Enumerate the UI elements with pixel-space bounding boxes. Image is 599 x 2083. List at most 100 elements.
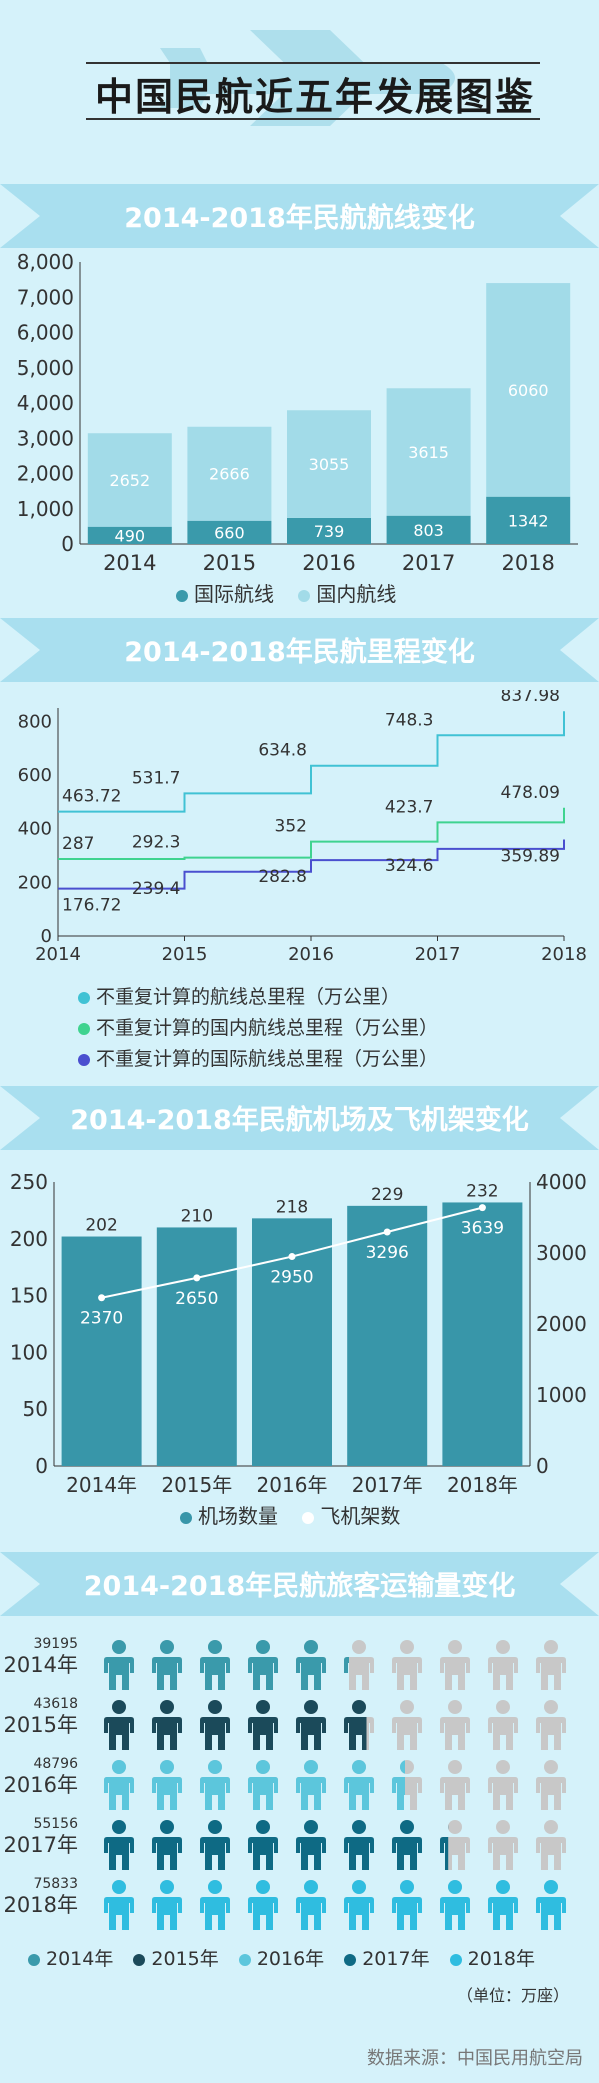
- series-line-1: [58, 807, 565, 861]
- x-tick-label: 2018年: [447, 1473, 518, 1497]
- section-header-mileage: 2014-2018年民航里程变化: [0, 614, 599, 686]
- person-icon-filled: [344, 1820, 374, 1870]
- person-icon-filled: [200, 1640, 230, 1690]
- person-icon-filled: [104, 1640, 134, 1690]
- data-label: 423.7: [385, 797, 434, 817]
- legend-label-2017: 2017年: [362, 1948, 430, 1970]
- x-tick-label: 2017年: [352, 1473, 423, 1497]
- section-title-airports: 2014-2018年民航机场及飞机架变化: [70, 1105, 529, 1136]
- data-label-intl: 660: [214, 523, 245, 542]
- person-icon-empty: [440, 1760, 470, 1810]
- data-label-intl: 490: [115, 526, 146, 545]
- person-icon-filled: [248, 1760, 278, 1810]
- person-icon-filled: [392, 1820, 422, 1870]
- x-tick-label: 2016年: [257, 1473, 328, 1497]
- legend-item-international: 不重复计算的国际航线总里程（万公里）: [78, 1044, 438, 1071]
- y-tick-label: 8,000: [17, 252, 74, 274]
- data-label-aircraft: 2370: [80, 1309, 123, 1329]
- y-tick-label: 6,000: [17, 321, 74, 345]
- person-icon-empty: [392, 1760, 422, 1810]
- y-tick-label-left: 50: [23, 1397, 48, 1421]
- y-tick-label: 3,000: [17, 426, 74, 450]
- person-icon-empty: [344, 1640, 374, 1690]
- legend-label-2016: 2016年: [256, 1948, 325, 1970]
- person-icon-empty: [488, 1820, 518, 1870]
- person-icon-filled: [296, 1820, 326, 1870]
- person-icon-filled: [104, 1760, 134, 1810]
- person-icon-empty: [440, 1820, 470, 1870]
- data-label-aircraft: 3639: [461, 1219, 504, 1239]
- person-icon-filled: [152, 1820, 182, 1870]
- x-tick-label: 2018: [541, 944, 587, 965]
- data-label: 359.89: [501, 846, 560, 866]
- person-icon-empty: [488, 1700, 518, 1750]
- person-icon-empty: [392, 1700, 422, 1750]
- person-icon-filled: [296, 1880, 326, 1930]
- data-label: 292.3: [132, 833, 181, 853]
- data-label-airports: 232: [466, 1181, 498, 1201]
- bar-dom: [187, 426, 272, 521]
- y-tick-label: 5,000: [17, 356, 74, 380]
- person-icon-filled: [440, 1880, 470, 1930]
- person-icon-filled: [344, 1880, 374, 1930]
- data-label: 478.09: [501, 783, 560, 803]
- y-tick-label: 0: [41, 926, 52, 947]
- unit-note: （单位：万座）: [456, 1986, 569, 2005]
- y-tick-label: 0: [61, 532, 74, 556]
- data-label-airports: 229: [371, 1185, 403, 1205]
- bar-airports: [442, 1202, 523, 1466]
- data-label-aircraft: 3296: [366, 1243, 409, 1263]
- x-tick-label: 2017: [415, 944, 461, 965]
- aircraft-point: [383, 1228, 391, 1236]
- person-icon-filled: [296, 1700, 326, 1750]
- data-label-intl: 803: [413, 521, 444, 540]
- person-icon-filled: [248, 1640, 278, 1690]
- y-tick-label-left: 0: [35, 1454, 48, 1478]
- data-label: 282.8: [258, 867, 307, 887]
- ribbon-shape: [0, 1552, 599, 1616]
- legend-dot-dom: [298, 589, 311, 602]
- row-label: 2016年: [4, 1773, 78, 1797]
- person-icon-filled: [152, 1760, 182, 1810]
- person-icon-empty: [440, 1700, 470, 1750]
- y-tick-label: 4,000: [17, 391, 74, 415]
- y-tick-label: 800: [18, 711, 52, 732]
- value-label: 48796: [33, 1756, 78, 1772]
- x-tick-label: 2014年: [66, 1473, 137, 1497]
- legend-label-2018: 2018年: [467, 1948, 535, 1970]
- person-icon-empty: [536, 1700, 566, 1750]
- data-label: 837.98: [501, 690, 560, 706]
- section-header-airports: 2014-2018年民航机场及飞机架变化: [0, 1082, 599, 1154]
- ribbon-shape: [0, 1086, 599, 1150]
- airports-chart: 0 50 100 150 200 250 0 1000 2000 3000 4000 202 2014年…: [10, 1170, 587, 1497]
- airplane-icon: [160, 30, 455, 126]
- series-line-0: [58, 711, 565, 813]
- legend-label-domestic: 不重复计算的国内航线总里程（万公里）: [96, 1017, 439, 1039]
- data-label-intl: 739: [314, 522, 345, 541]
- y-tick-label-left: 150: [10, 1284, 48, 1308]
- bar-intl: [287, 517, 371, 544]
- person-icon-filled: [248, 1880, 278, 1930]
- legend-label-dom: 国内航线: [316, 582, 397, 606]
- x-tick-label: 2014: [35, 944, 81, 965]
- y-tick-label: 400: [18, 819, 52, 840]
- bar-airports: [61, 1236, 142, 1466]
- person-icon-filled: [200, 1820, 230, 1870]
- person-icon-empty: [536, 1820, 566, 1870]
- legend-item-intl: 国际航线: [176, 578, 274, 607]
- legend-dot-2018: [449, 1953, 462, 1966]
- person-icon-filled: [392, 1880, 422, 1930]
- bar-dom: [87, 433, 172, 527]
- person-icon-empty: [488, 1640, 518, 1690]
- person-icon-empty: [392, 1640, 422, 1690]
- y-tick-label: 2,000: [17, 462, 74, 486]
- person-icon-filled: [296, 1640, 326, 1690]
- aircraft-point: [478, 1204, 486, 1212]
- source-note: 数据来源：中国民用航空局: [367, 2048, 583, 2069]
- airports-legend: 机场数量 飞机架数: [180, 1500, 418, 1529]
- x-tick-label: 2016: [288, 944, 334, 965]
- legend-label-international: 不重复计算的国际航线总里程（万公里）: [96, 1048, 439, 1070]
- row-label: 2017年: [4, 1833, 78, 1857]
- legend-item-2014: 2014年: [28, 1944, 113, 1971]
- y-tick-label-right: 1000: [536, 1383, 587, 1407]
